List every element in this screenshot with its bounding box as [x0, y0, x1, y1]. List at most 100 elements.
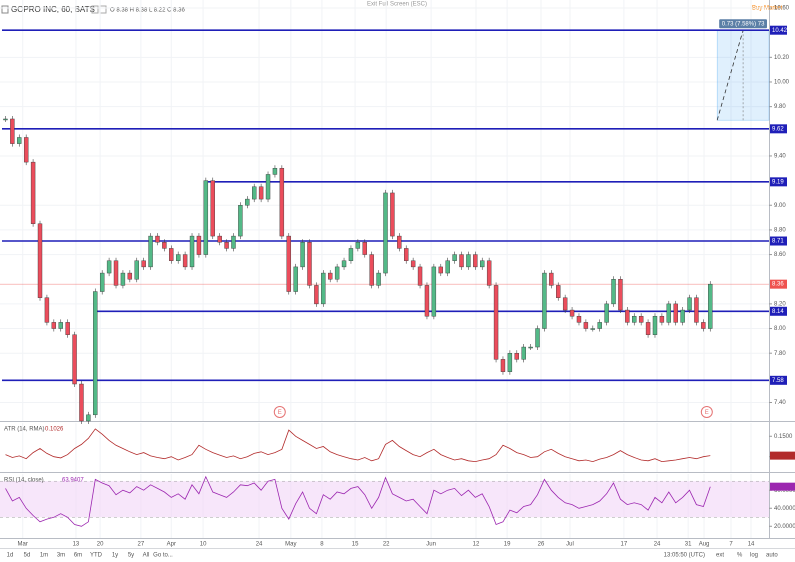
clock: 13:05:50 (UTC): [664, 553, 705, 559]
range-button[interactable]: All: [143, 553, 150, 559]
symbol-icon[interactable]: [1, 5, 9, 14]
axis-option[interactable]: ext: [716, 553, 724, 559]
candle-body: [480, 260, 485, 268]
range-button[interactable]: 6m: [74, 553, 82, 559]
range-button[interactable]: 1y: [112, 553, 118, 559]
candle-body: [355, 242, 361, 249]
candle-body: [141, 260, 146, 268]
candle-body: [155, 235, 160, 243]
candle-body: [438, 266, 443, 274]
projection-line: [716, 30, 744, 121]
range-button[interactable]: 1m: [40, 553, 48, 559]
level-label-box: [770, 177, 787, 187]
y-tick-label: 10.60: [774, 6, 790, 12]
level-label: 9.19: [772, 179, 784, 185]
candle-body: [500, 359, 506, 372]
range-button[interactable]: 5d: [24, 553, 31, 559]
y-tick-label: 10.00: [774, 80, 790, 86]
candle-body: [369, 254, 374, 286]
range-button[interactable]: 1d: [7, 553, 14, 559]
range-button[interactable]: Go to...: [153, 553, 173, 559]
candle-body: [196, 235, 202, 255]
candle-body: [486, 260, 492, 286]
candle-body: [314, 285, 319, 305]
candle-body: [217, 235, 222, 243]
x-tick-label: 13: [73, 542, 80, 548]
y-tick-label: 9.00: [774, 203, 786, 209]
candle-body: [86, 414, 91, 422]
exit-fullscreen[interactable]: Exit Full Screen (ESC): [367, 2, 427, 8]
candle-body: [673, 303, 678, 323]
projection-label: 0.73 (7.58%) 73: [722, 21, 765, 27]
earnings-marker[interactable]: [273, 406, 286, 418]
range-button[interactable]: YTD: [90, 553, 103, 559]
y-tick-label: 7.80: [774, 351, 786, 357]
candle-body: [169, 248, 174, 261]
candle-body: [265, 174, 271, 200]
candle-body: [113, 260, 119, 286]
candle-body: [203, 180, 209, 255]
range-button[interactable]: 5y: [128, 553, 134, 559]
candle-body: [334, 266, 340, 280]
indicator-value: 63.9407: [62, 478, 84, 484]
candle-body: [417, 266, 423, 286]
x-tick-label: 10: [200, 542, 207, 548]
candle-body: [79, 383, 84, 422]
candle-body: [638, 316, 644, 323]
y-tick-label: 40.0000: [774, 506, 795, 512]
candle-body: [148, 235, 153, 268]
x-tick-label: Jul: [566, 542, 574, 548]
candle-body: [162, 242, 167, 249]
candle-body: [625, 309, 630, 323]
x-tick-label: 31: [685, 542, 692, 548]
settings-icon[interactable]: [91, 5, 99, 14]
buy-market[interactable]: Buy Market: [752, 6, 783, 12]
candle-body: [507, 352, 513, 372]
candle-body: [535, 328, 540, 348]
candle-body: [341, 260, 347, 268]
y-tick-label: 8.20: [774, 301, 786, 307]
candle-body: [659, 316, 665, 323]
candle-body: [17, 137, 22, 144]
earnings-label: E: [705, 410, 709, 416]
y-tick-label: 8.00: [774, 326, 786, 332]
level-label-box: [770, 306, 787, 316]
candle-body: [645, 322, 651, 335]
candle-body: [51, 322, 57, 329]
candle-body: [604, 303, 609, 323]
candle-body: [286, 235, 291, 292]
candle-body: [127, 272, 133, 280]
y-tick-label: 9.80: [774, 104, 786, 110]
candle-body: [134, 260, 139, 280]
candle-body: [58, 322, 63, 329]
x-tick-label: May: [285, 542, 296, 548]
x-tick-label: 12: [473, 542, 480, 548]
x-tick-label: 19: [504, 542, 511, 548]
axis-option[interactable]: auto: [766, 553, 778, 559]
y-tick-label: 9.40: [774, 154, 786, 160]
candle-body: [473, 254, 478, 268]
candle-body: [189, 235, 195, 268]
axis-option[interactable]: %: [737, 553, 743, 559]
candle-body: [328, 272, 333, 280]
candle-body: [258, 186, 264, 200]
axis-option[interactable]: log: [750, 553, 758, 559]
candle-body: [23, 137, 29, 163]
x-tick-label: 20: [97, 542, 104, 548]
x-tick-label: 8: [320, 542, 324, 548]
range-button[interactable]: 3m: [57, 553, 65, 559]
candle-body: [597, 322, 602, 329]
indicator-value-box: [770, 451, 795, 460]
candle-body: [701, 322, 706, 329]
indicator-title: ATR (14, RMA): [4, 427, 45, 433]
candle-body: [542, 272, 547, 329]
level-label-box: [770, 375, 787, 385]
x-tick-label: Apr: [167, 542, 176, 548]
last-price-box: [770, 279, 787, 289]
candle-body: [694, 297, 699, 323]
x-tick-label: Jun: [426, 542, 436, 548]
candle-body: [528, 346, 533, 349]
earnings-marker[interactable]: [700, 406, 713, 418]
candle-body: [44, 297, 50, 323]
